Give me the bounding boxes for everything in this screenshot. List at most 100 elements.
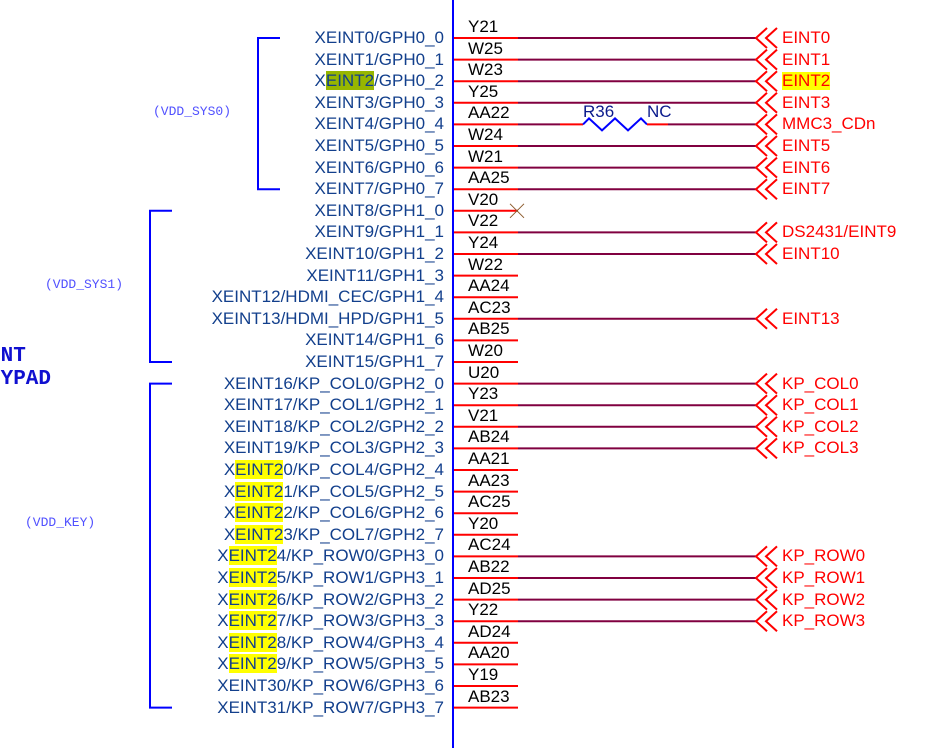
net-label: KP_ROW2 (782, 589, 866, 609)
pin-signal-name: XEINT22/KP_COL6/GPH2_6 (223, 503, 444, 523)
pin-number: W23 (468, 60, 503, 80)
net-flag-chevron (764, 178, 778, 200)
pin-signal-name: XEINT18/KP_COL2/GPH2_2 (223, 416, 444, 436)
search-highlight: EINT2 (228, 611, 277, 631)
net-flag-chevron (764, 545, 778, 568)
net-flag-chevron (764, 372, 778, 395)
net-label: EINT2 (782, 71, 831, 91)
pin-signal-name: XEINT31/KP_ROW7/GPH3_7 (217, 697, 444, 717)
net-label: KP_ROW3 (782, 611, 866, 631)
pin-signal-name: XEINT12/HDMI_CEC/GPH1_4 (211, 287, 444, 307)
net-flag-chevron (764, 394, 778, 416)
net-flag-chevron (764, 308, 778, 330)
pin-number: W25 (468, 38, 503, 58)
search-highlight: EINT2 (235, 460, 284, 479)
net-flag-chevron (754, 113, 768, 136)
net-label: KP_ROW1 (782, 568, 866, 587)
search-highlight: EINT2 (228, 568, 277, 587)
net-label: EINT10 (782, 244, 840, 263)
net-flag-chevron (764, 610, 778, 632)
block-title-line-1: INT (0, 345, 26, 368)
net-flag-chevron (754, 178, 768, 200)
net-flag-chevron (754, 610, 768, 632)
net-flag-chevron (764, 243, 778, 265)
net-flag-chevron (754, 156, 768, 179)
pin-number: V22 (468, 211, 499, 231)
net-flag-chevron (754, 27, 768, 49)
pin-number: W22 (468, 254, 503, 274)
pin-signal-name: XEINT4/GPH0_4 (314, 114, 444, 134)
pin-signal-name: XEINT0/GPH0_0 (314, 28, 444, 47)
net-flag-chevron (754, 92, 768, 114)
pin-signal-name: XEINT23/KP_COL7/GPH2_7 (223, 524, 444, 544)
pin-signal-name: XEINT16/KP_COL0/GPH2_0 (223, 373, 444, 393)
search-highlight: EINT2 (228, 589, 277, 609)
net-flag-chevron (754, 416, 768, 438)
pin-number: V21 (468, 405, 499, 425)
pin-number: Y25 (468, 81, 499, 101)
net-flag-chevron (754, 135, 768, 157)
block-title-line-2: EYPAD (0, 368, 52, 391)
net-flag-chevron (764, 156, 778, 179)
pin-signal-name: XEINT19/KP_COL3/GPH2_3 (223, 438, 444, 458)
power-group-label: (VDD_KEY) (25, 515, 96, 530)
pin-signal-name: XEINT26/KP_ROW2/GPH3_2 (217, 589, 444, 609)
pin-signal-name: XEINT28/KP_ROW4/GPH3_4 (217, 632, 444, 652)
pin-signal-name: XEINT7/GPH0_7 (314, 179, 444, 199)
pin-signal-name: XEINT20/KP_COL4/GPH2_4 (223, 460, 444, 479)
net-flag-chevron (764, 113, 778, 136)
pin-signal-name: XEINT17/KP_COL1/GPH2_1 (223, 395, 444, 415)
net-label: KP_COL1 (782, 395, 859, 415)
net-flag-chevron (754, 70, 768, 92)
resistor-symbol (582, 117, 648, 132)
pin-number: AA21 (468, 449, 510, 468)
net-flag-chevron (754, 372, 768, 395)
search-highlight: EINT2 (228, 546, 277, 566)
power-group-label: (VDD_SYS1) (45, 277, 124, 292)
net-label: EINT5 (782, 136, 831, 155)
net-label: DS2431/EINT9 (782, 222, 897, 242)
pin-number: U20 (468, 362, 500, 382)
search-highlight: EINT2 (235, 524, 284, 544)
resistor-ref: R36 (583, 102, 615, 122)
pin-number: W24 (468, 125, 503, 144)
pin-number: Y23 (468, 384, 499, 404)
group-bracket (257, 37, 280, 191)
pin-signal-name: XEINT27/KP_ROW3/GPH3_3 (217, 611, 444, 631)
net-flag-chevron (764, 135, 778, 157)
pin-number: AA20 (468, 643, 510, 663)
pin-signal-name: XEINT9/GPH1_1 (314, 222, 444, 242)
net-flag-chevron (754, 394, 768, 416)
pin-signal-name: XEINT11/GPH1_3 (306, 265, 444, 285)
net-flag-chevron (754, 545, 768, 568)
pin-signal-name: XEINT21/KP_COL5/GPH2_5 (223, 481, 444, 501)
pin-number: AB24 (468, 427, 510, 447)
pin-number: Y22 (468, 600, 499, 620)
net-label: KP_COL3 (782, 438, 859, 458)
search-highlight: EINT2 (235, 481, 284, 501)
net-label: EINT0 (782, 28, 831, 47)
net-flag-chevron (754, 567, 768, 589)
net-label: KP_ROW0 (782, 546, 866, 566)
pin-signal-name: XEINT2/GPH0_2 (314, 71, 444, 91)
pin-signal-name: XEINT29/KP_ROW5/GPH3_5 (217, 654, 444, 674)
net-flag-chevron (764, 221, 778, 244)
search-highlight: EINT2 (235, 503, 284, 523)
pin-signal-name: XEINT10/GPH1_2 (305, 244, 444, 263)
pin-number: AA22 (468, 103, 510, 123)
pin-number: AA24 (468, 276, 510, 296)
net-flag-chevron (754, 588, 768, 611)
net-flag-chevron (754, 48, 768, 71)
pin-number: Y20 (468, 513, 499, 533)
net-label: EINT7 (782, 179, 831, 199)
search-highlight: EINT2 (228, 654, 277, 674)
pin-signal-name: XEINT13/HDMI_HPD/GPH1_5 (211, 308, 444, 328)
no-connect-marker (509, 203, 525, 219)
pin-number: Y21 (468, 17, 499, 36)
net-flag-chevron (754, 308, 768, 330)
pin-number: AB25 (468, 319, 510, 339)
net-label: MMC3_CDn (782, 114, 876, 134)
net-label: EINT6 (782, 157, 831, 177)
net-flag-chevron (764, 48, 778, 71)
